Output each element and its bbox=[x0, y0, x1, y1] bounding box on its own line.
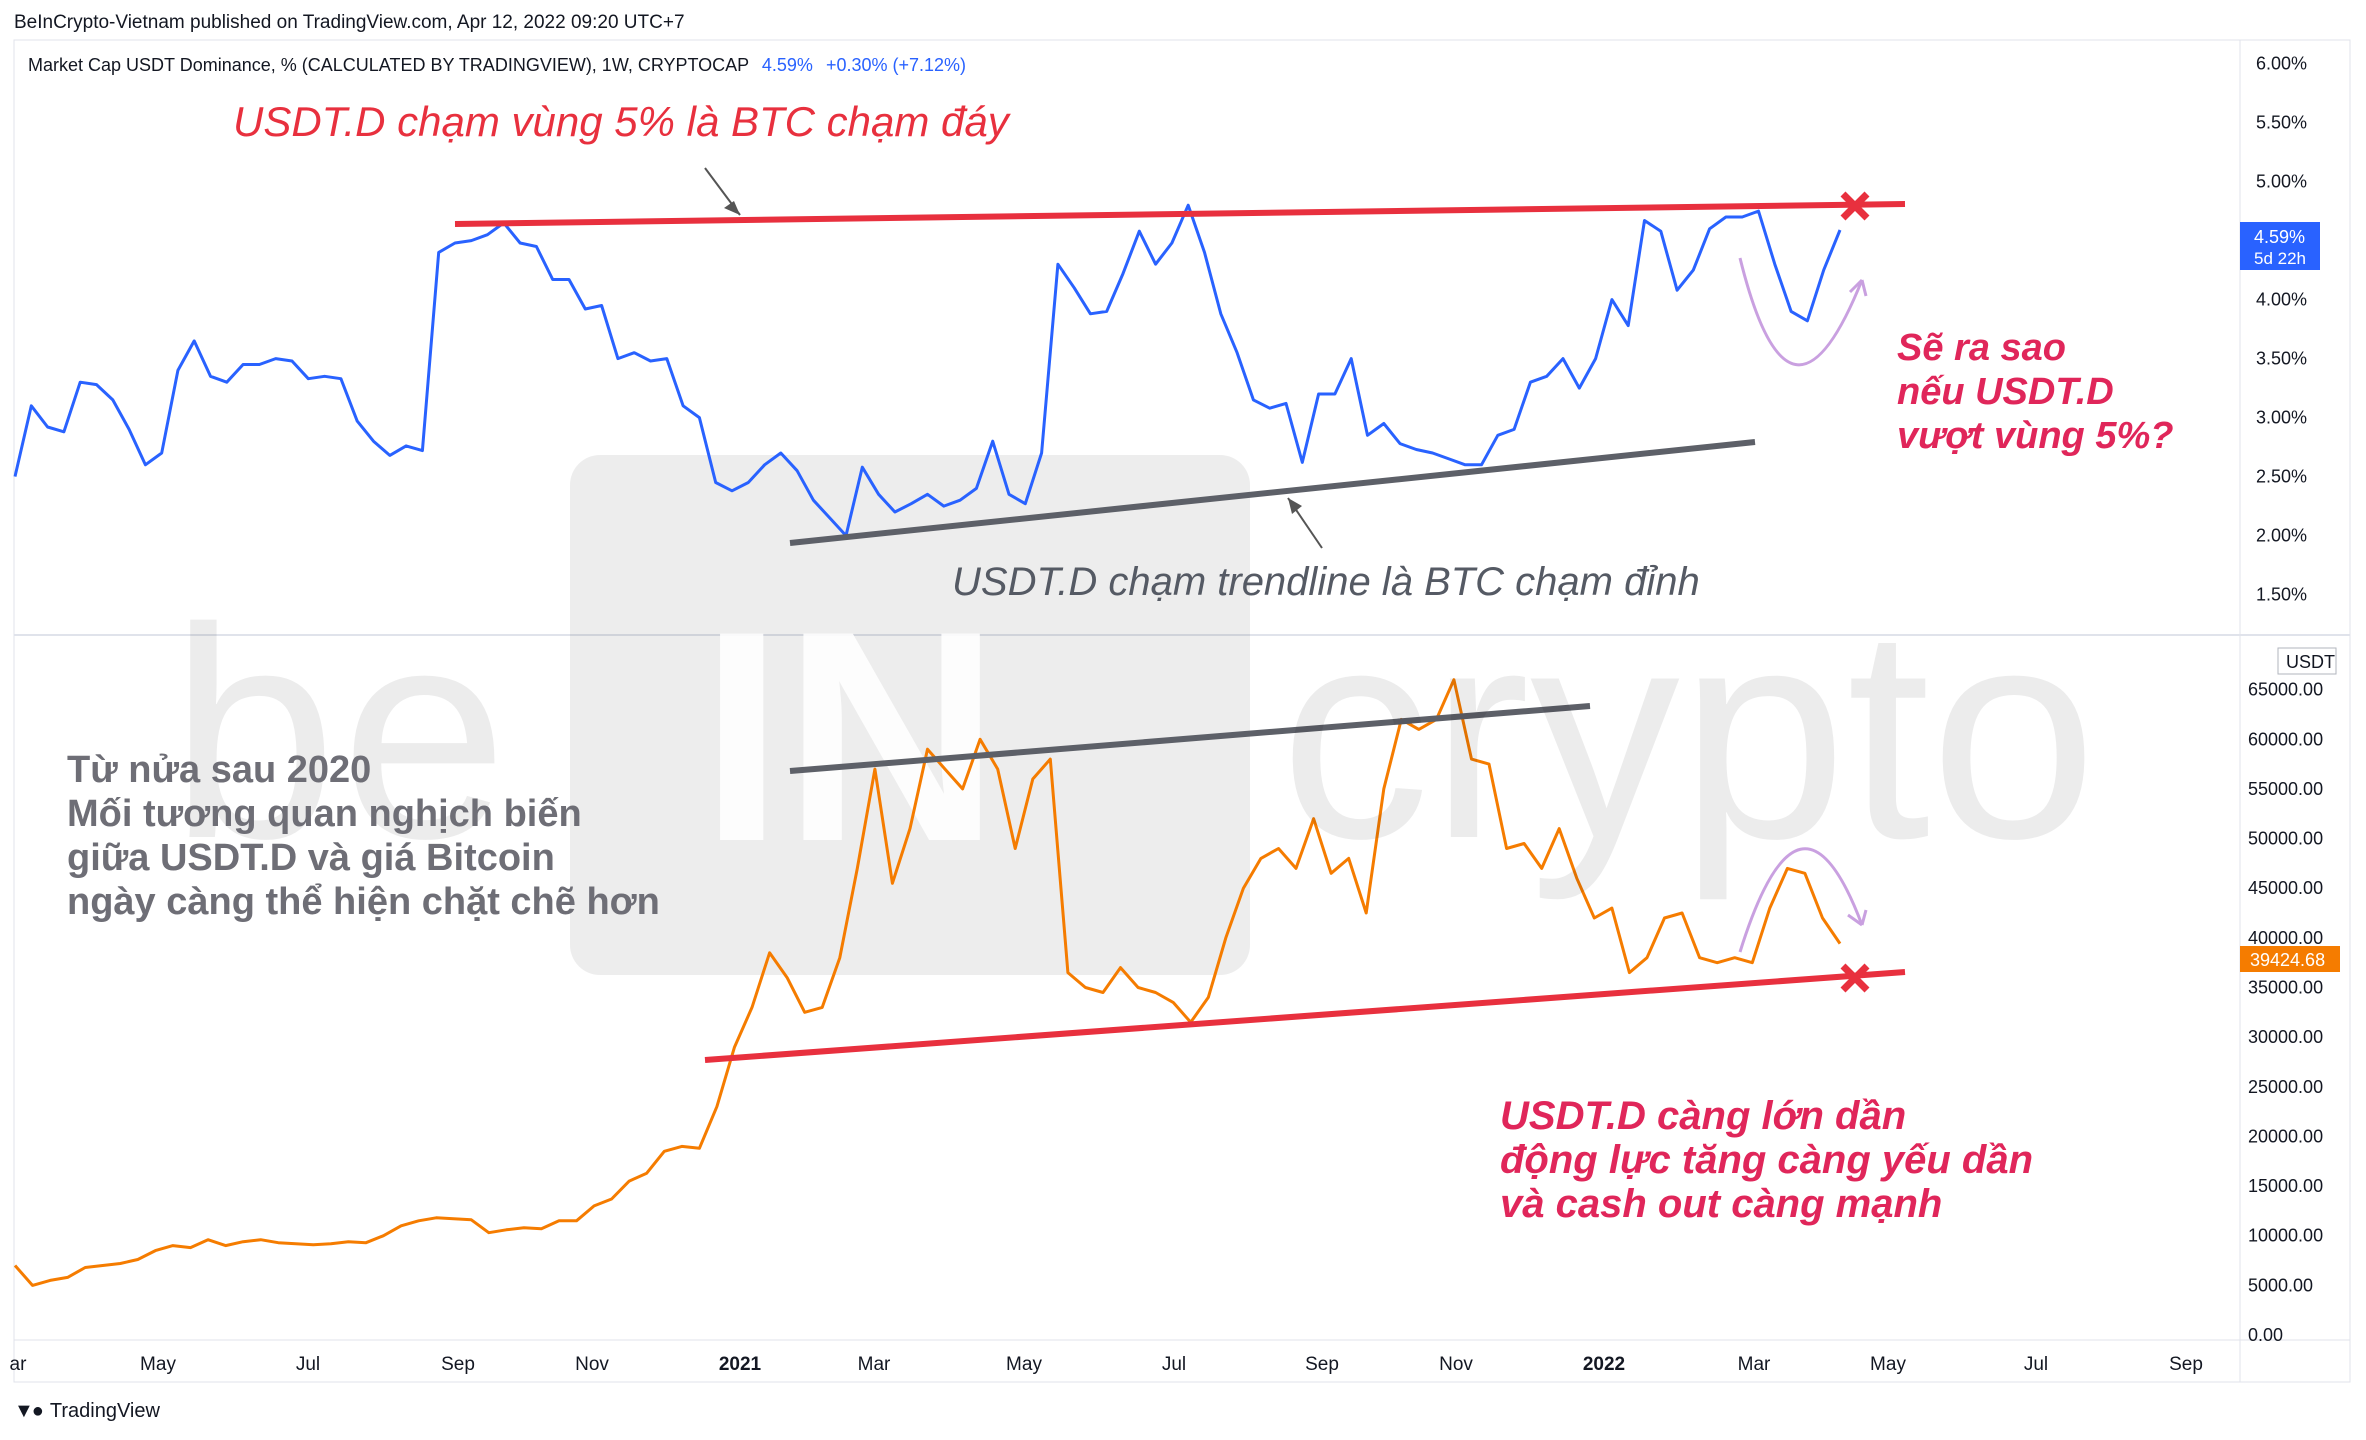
currency-badge bbox=[2277, 647, 2337, 675]
usdt-dominance-line bbox=[13, 203, 1842, 538]
currency-badge-label: USDT bbox=[2286, 652, 2335, 672]
x-axis-label: May bbox=[1870, 1354, 1906, 1375]
annotation-trendline: USDT.D chạm trendline là BTC chạm đỉnh bbox=[952, 560, 1700, 604]
top-axis-tick: 3.50% bbox=[2256, 349, 2307, 369]
bottom-axis-tick: 65000.00 bbox=[2248, 680, 2323, 700]
annotation-question: Sẽ ra sao nếu USDT.D vượt vùng 5%? bbox=[1897, 326, 2173, 458]
annotation-left-note-line: Từ nửa sau 2020 bbox=[67, 749, 372, 791]
series-title: Market Cap USDT Dominance, % (CALCULATED… bbox=[28, 55, 966, 76]
annotation-left-note: Từ nửa sau 2020 Mối tương quan nghịch bi… bbox=[67, 748, 660, 924]
top-axis-tick: 5.50% bbox=[2256, 113, 2307, 133]
x-marker bbox=[1840, 191, 1870, 221]
bottom-axis-tick: 15000.00 bbox=[2248, 1176, 2323, 1196]
brand-label: TradingView bbox=[49, 1400, 160, 1422]
top-axis-tick: 1.50% bbox=[2256, 585, 2307, 605]
annotation-bottom-right-line: và cash out càng mạnh bbox=[1500, 1182, 1943, 1226]
bottom-axis-tick: 5000.00 bbox=[2248, 1275, 2313, 1295]
series-title-text: Market Cap USDT Dominance, % (CALCULATED… bbox=[28, 55, 749, 75]
annotation-question-line: nếu USDT.D bbox=[1897, 371, 2114, 413]
annotation-left-note-line: Mối tương quan nghịch biến bbox=[67, 793, 582, 835]
bottom-axis-tick: 40000.00 bbox=[2248, 928, 2323, 948]
resistance-line bbox=[454, 201, 1906, 227]
bottom-axis-tick: 30000.00 bbox=[2248, 1027, 2323, 1047]
bottom-axis-tick: 50000.00 bbox=[2248, 829, 2323, 849]
top-axis-tick: 3.00% bbox=[2256, 408, 2307, 428]
btc-support-line bbox=[704, 969, 1906, 1063]
annotation-top-left: USDT.D chạm vùng 5% là BTC chạm đáy bbox=[233, 98, 1009, 145]
watermark-box-text: IN bbox=[700, 568, 1000, 904]
x-axis-label: May bbox=[140, 1354, 176, 1375]
bottom-axis-tick: 20000.00 bbox=[2248, 1126, 2323, 1146]
watermark-box bbox=[570, 455, 1250, 975]
projection-arrow bbox=[1738, 847, 1864, 953]
top-axis-tick: 4.00% bbox=[2256, 290, 2307, 310]
last-value-countdown: 5d 22h bbox=[2254, 249, 2306, 268]
last-value-text: 4.59% bbox=[2254, 227, 2305, 247]
annotation-bottom-right: USDT.D càng lớn dần động lực tăng càng y… bbox=[1500, 1094, 2033, 1226]
publisher-line: BeInCrypto-Vietnam published on TradingV… bbox=[14, 12, 685, 33]
bottom-axis-tick: 60000.00 bbox=[2248, 729, 2323, 749]
annotation-bottom-right-line: USDT.D càng lớn dần bbox=[1500, 1094, 1907, 1138]
annotation-bottom-right-line: động lực tăng càng yếu dần bbox=[1500, 1138, 2034, 1182]
annotation-left-note-line: giữa USDT.D và giá Bitcoin bbox=[67, 837, 555, 879]
x-axis-label: Sep bbox=[2169, 1354, 2203, 1375]
top-axis-tick: 5.00% bbox=[2256, 172, 2307, 192]
bottom-axis-tick: 0.00 bbox=[2248, 1325, 2283, 1345]
btc-price-line bbox=[13, 678, 1842, 1287]
tradingview-brand[interactable]: ▼● TradingView bbox=[14, 1400, 160, 1423]
bottom-axis-tick: 55000.00 bbox=[2248, 779, 2323, 799]
x-axis-label: May bbox=[1006, 1354, 1042, 1375]
top-axis-tick: 2.00% bbox=[2256, 526, 2307, 546]
annotation-question-line: Sẽ ra sao bbox=[1897, 327, 2066, 369]
annotation-left-note-line: ngày càng thể hiện chặt chẽ hơn bbox=[67, 881, 660, 923]
pointer-arrow-head bbox=[1288, 498, 1302, 514]
series-value: 4.59% bbox=[761, 55, 813, 75]
last-value-label-bottom bbox=[2240, 946, 2340, 972]
x-axis-label: Nov bbox=[1439, 1354, 1473, 1375]
x-axis-label: Nov bbox=[575, 1354, 609, 1375]
x-axis-label: 2022 bbox=[1583, 1354, 1625, 1375]
top-axis-tick: 6.00% bbox=[2256, 54, 2307, 74]
annotation-question-line: vượt vùng 5%? bbox=[1897, 415, 2174, 457]
x-axis-label: ar bbox=[10, 1354, 28, 1375]
bottom-axis-tick: 10000.00 bbox=[2248, 1226, 2323, 1246]
x-marker bbox=[1840, 963, 1870, 993]
projection-arrow bbox=[1738, 257, 1864, 367]
bottom-axis-tick: 35000.00 bbox=[2248, 978, 2323, 998]
chart-frame bbox=[13, 39, 2351, 1383]
bottom-axis-tick: 45000.00 bbox=[2248, 878, 2323, 898]
last-value-text: 39424.68 bbox=[2250, 950, 2325, 970]
watermark-left: be bbox=[170, 565, 512, 901]
x-axis-label: Jul bbox=[296, 1354, 320, 1375]
x-axis-label: Jul bbox=[1162, 1354, 1186, 1375]
btc-top-trendline bbox=[789, 703, 1591, 774]
watermark-right: crypto bbox=[1280, 565, 2097, 901]
top-axis-tick: 2.50% bbox=[2256, 467, 2307, 487]
projection-arrow-head bbox=[1847, 909, 1868, 927]
pointer-arrow-head bbox=[724, 201, 740, 215]
projection-arrow-head bbox=[1848, 278, 1868, 297]
series-change: +0.30% (+7.12%) bbox=[825, 55, 967, 75]
x-axis-label: Jul bbox=[2024, 1354, 2048, 1375]
x-axis-label: Mar bbox=[1738, 1354, 1771, 1375]
x-axis-label: 2021 bbox=[719, 1354, 762, 1375]
support-trendline bbox=[789, 439, 1756, 546]
last-value-label-top bbox=[2240, 222, 2320, 270]
x-axis-label: Sep bbox=[441, 1354, 475, 1375]
tradingview-logo-icon: ▼● bbox=[14, 1400, 44, 1422]
x-axis-label: Mar bbox=[858, 1354, 891, 1375]
x-axis-label: Sep bbox=[1305, 1354, 1339, 1375]
bottom-axis-tick: 25000.00 bbox=[2248, 1077, 2323, 1097]
